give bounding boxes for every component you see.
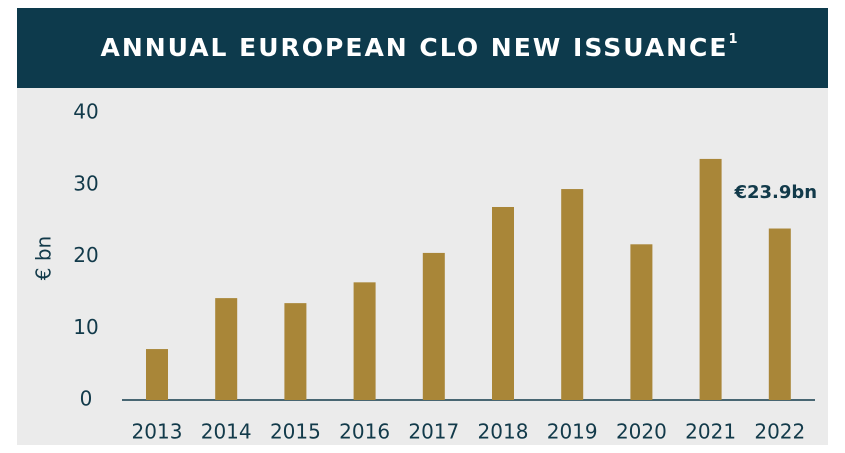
- bar: [215, 298, 238, 400]
- x-tick-label: 2020: [616, 420, 667, 444]
- x-tick-label: 2019: [547, 420, 598, 444]
- y-tick-label: 30: [73, 171, 98, 195]
- bar: [353, 282, 376, 400]
- x-tick-label: 2013: [132, 420, 183, 444]
- title-bar: [17, 8, 828, 88]
- bar: [284, 303, 307, 400]
- x-tick-label: 2022: [754, 420, 805, 444]
- x-tick-label: 2014: [201, 420, 252, 444]
- y-tick-label: 10: [73, 315, 98, 339]
- y-tick-label: 40: [73, 100, 98, 124]
- title-superscript: 1: [728, 32, 739, 47]
- bar: [768, 228, 791, 400]
- bar: [561, 189, 584, 400]
- x-tick-label: 2016: [339, 420, 390, 444]
- x-tick-label: 2018: [478, 420, 529, 444]
- bar: [422, 252, 445, 400]
- value-label: €23.9bn: [733, 182, 817, 203]
- x-tick-label: 2015: [270, 420, 321, 444]
- chart-title: ANNUAL EUROPEAN CLO NEW ISSUANCE1: [100, 32, 739, 63]
- bar: [492, 206, 514, 400]
- bar: [146, 349, 168, 400]
- y-tick-label: 0: [80, 387, 93, 411]
- x-tick-label: 2021: [685, 420, 736, 444]
- title-text: ANNUAL EUROPEAN CLO NEW ISSUANCE: [100, 33, 728, 62]
- bar: [630, 244, 653, 400]
- bar: [699, 158, 722, 400]
- y-tick-label: 20: [73, 243, 98, 267]
- y-axis-label: € bn: [32, 236, 56, 280]
- x-tick-label: 2017: [408, 420, 459, 444]
